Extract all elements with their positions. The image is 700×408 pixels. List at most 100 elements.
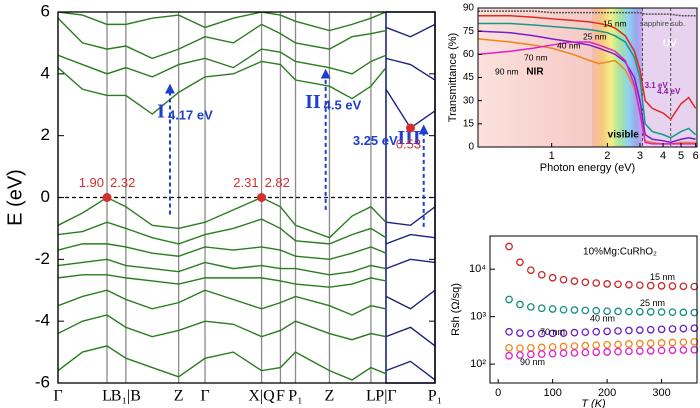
data-point: [527, 329, 535, 338]
data-point: [603, 327, 611, 336]
data-point: [635, 281, 644, 290]
region-label: visible: [608, 130, 640, 141]
data-point: [646, 281, 655, 290]
extremum-point: [102, 193, 112, 202]
data-point: [668, 338, 677, 347]
data-point: [603, 348, 611, 356]
data-point: [570, 277, 579, 285]
band: [58, 17, 387, 60]
data-point: [548, 273, 557, 282]
data-point: [527, 266, 535, 275]
data-point: [559, 342, 568, 351]
transition-energy: 4.17 eV: [168, 107, 213, 122]
data-point: [505, 295, 513, 304]
band: [58, 314, 387, 341]
series-label: 15 nm: [603, 18, 627, 28]
data-point: [581, 348, 590, 357]
band: [58, 274, 387, 288]
region-label: UV: [663, 39, 677, 50]
data-point: [635, 339, 644, 348]
series-label: 25 nm: [640, 298, 665, 308]
band: [58, 218, 387, 245]
band: [385, 23, 435, 38]
data-point: [516, 344, 524, 353]
data-point: [603, 340, 611, 349]
y-tick-label: 2: [41, 125, 50, 144]
y-tick-label: 4: [41, 63, 50, 82]
y-tick-label: 60: [463, 49, 475, 60]
data-point: [559, 349, 568, 358]
y-tick-label: 0: [468, 142, 474, 153]
transition-energy: 4.5 eV: [324, 98, 362, 113]
data-point: [592, 341, 601, 350]
data-point: [625, 307, 633, 316]
x-tick-label: Γ: [53, 388, 62, 405]
extremum-point: [257, 193, 267, 202]
band: [58, 12, 387, 32]
data-point: [646, 339, 655, 348]
x-tick-label: 2: [604, 150, 610, 162]
transmittance-curve: [478, 22, 697, 139]
band: [385, 326, 435, 347]
data-point: [679, 308, 688, 317]
band: [385, 88, 435, 129]
data-point: [548, 343, 557, 351]
plot-frame: [57, 11, 436, 384]
chart-title: 10%Mg:CuRhO₂: [583, 247, 657, 258]
y-tick-label: 15: [463, 118, 475, 129]
data-point: [505, 344, 513, 352]
y-tick-label: 10²: [470, 358, 486, 370]
data-point: [646, 347, 655, 355]
series-label: 90 nm: [520, 357, 545, 367]
data-point: [537, 329, 546, 338]
bands: [58, 12, 435, 381]
data-point: [581, 328, 590, 337]
data-point: [516, 300, 524, 309]
band: [385, 289, 435, 310]
band: [58, 258, 387, 276]
data-point: [516, 329, 524, 337]
spectral-region: [478, 8, 592, 147]
band: [385, 206, 435, 227]
gap-label: 1.90: [79, 175, 104, 190]
data-point: [614, 340, 622, 349]
y-tick-label: 30: [463, 95, 475, 106]
data-point: [581, 341, 590, 350]
data-point: [657, 346, 666, 355]
band: [58, 243, 387, 261]
y-tick-label: -6: [35, 372, 50, 391]
data-point: [570, 342, 579, 350]
series-label: 70 nm: [524, 52, 548, 62]
extremum-point: [405, 123, 415, 133]
x-tick-label: L: [366, 388, 376, 405]
y-tick-label: 90: [463, 3, 475, 14]
energy-marker-label: 3.1 eV: [645, 81, 669, 90]
gap-label: 2.32: [110, 175, 135, 190]
x-tick-label: 3: [637, 150, 643, 162]
data-point: [646, 325, 655, 334]
data-point: [625, 326, 633, 335]
data-point: [537, 304, 546, 313]
data-point: [603, 307, 611, 316]
series-label: 25 nm: [583, 31, 607, 41]
x-tick-label: P|Γ: [375, 388, 396, 405]
x-tick-label: 6: [693, 150, 699, 162]
data-point: [570, 306, 579, 314]
data-point: [505, 242, 513, 251]
y-tick-label: 75: [463, 26, 475, 37]
x-tick-label: 300: [652, 387, 670, 399]
x-axis-label: T (K): [581, 398, 606, 408]
data-point: [657, 282, 666, 290]
data-point: [559, 329, 568, 337]
x-tick-label: Γ: [200, 388, 209, 405]
data-point: [679, 346, 688, 354]
y-axis-label: E (eV): [4, 169, 26, 226]
x-tick-label: X|Q: [248, 388, 275, 405]
data-point: [668, 308, 677, 317]
data-point: [657, 339, 666, 347]
x-tick-label: 4: [660, 150, 666, 162]
data-point: [679, 338, 688, 347]
transmittance-curve: [478, 41, 696, 145]
data-point: [614, 307, 622, 316]
